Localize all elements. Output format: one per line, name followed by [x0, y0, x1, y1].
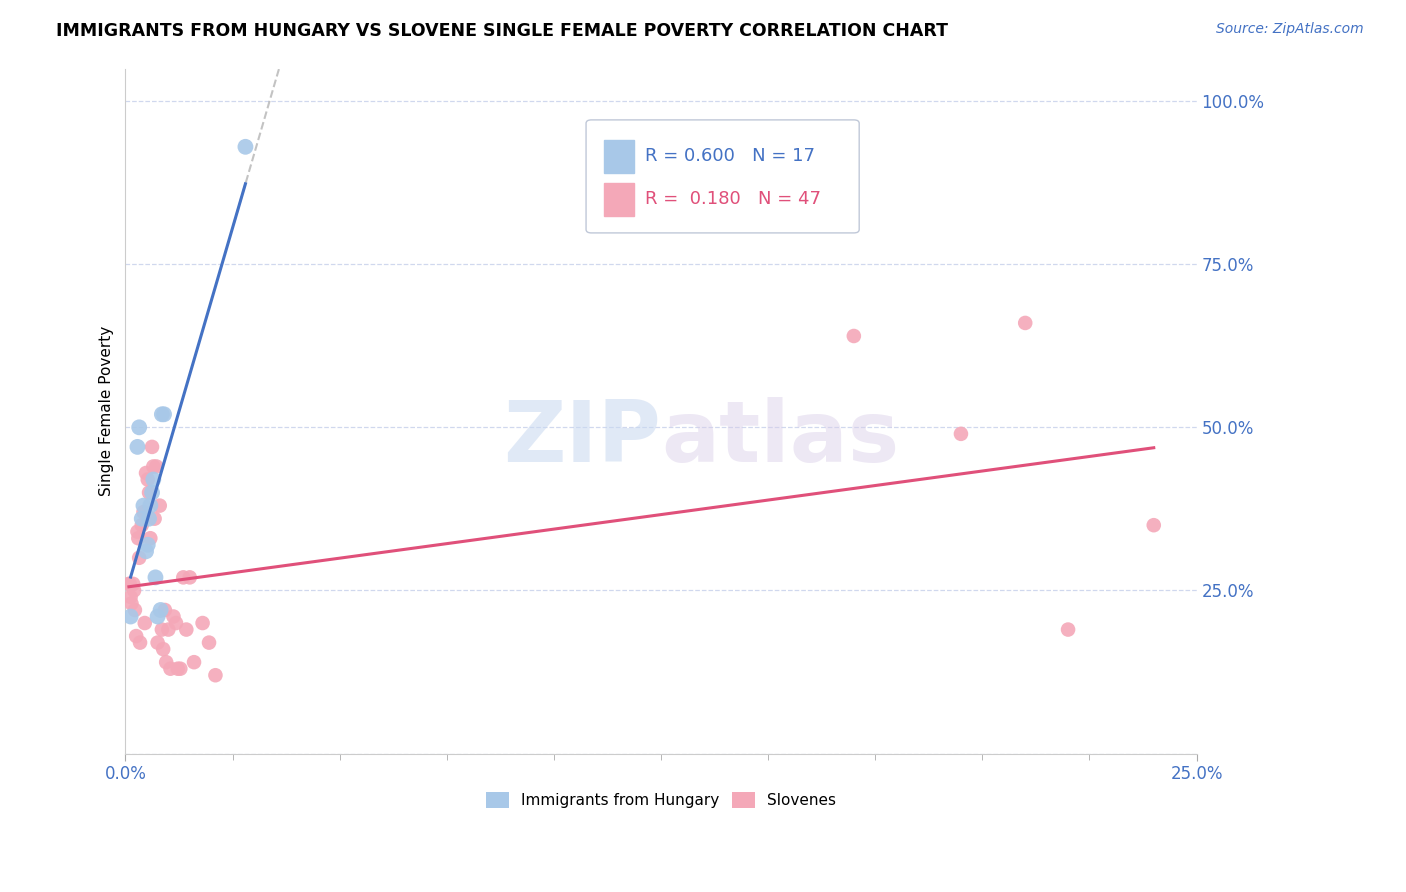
Point	[143, 511, 166, 525]
Point	[135, 466, 157, 480]
Point	[136, 473, 159, 487]
Point	[131, 511, 153, 525]
Point	[191, 615, 214, 630]
Point	[146, 635, 169, 649]
Point	[159, 662, 181, 676]
Point	[138, 485, 160, 500]
Point	[179, 570, 201, 584]
Y-axis label: Single Female Poverty: Single Female Poverty	[100, 326, 114, 496]
Point	[176, 623, 198, 637]
Point	[127, 524, 149, 539]
Point	[204, 668, 226, 682]
Point	[129, 635, 152, 649]
Point	[131, 518, 153, 533]
Point	[122, 577, 145, 591]
Point	[122, 583, 145, 598]
Point	[132, 505, 155, 519]
Point	[152, 642, 174, 657]
Point	[120, 590, 142, 604]
Point	[149, 499, 172, 513]
Point	[162, 609, 184, 624]
Point	[183, 655, 205, 669]
Legend: Immigrants from Hungary, Slovenes: Immigrants from Hungary, Slovenes	[479, 786, 842, 814]
Point	[120, 609, 142, 624]
Point	[118, 577, 141, 591]
Point	[132, 499, 155, 513]
Point	[139, 531, 162, 545]
Bar	[605, 183, 634, 216]
Point	[146, 609, 169, 624]
FancyBboxPatch shape	[586, 120, 859, 233]
Point	[169, 662, 191, 676]
Point	[153, 603, 176, 617]
Point	[141, 485, 163, 500]
Bar	[605, 140, 634, 173]
Text: Source: ZipAtlas.com: Source: ZipAtlas.com	[1216, 22, 1364, 37]
Point	[125, 629, 148, 643]
Point	[121, 597, 143, 611]
Point	[142, 473, 165, 487]
Point	[165, 615, 187, 630]
Text: ZIP: ZIP	[503, 397, 661, 480]
Point	[135, 544, 157, 558]
Point	[134, 615, 156, 630]
Point	[198, 635, 221, 649]
Point	[157, 623, 180, 637]
Point	[128, 550, 150, 565]
Point	[118, 577, 141, 591]
Point	[145, 459, 167, 474]
Text: IMMIGRANTS FROM HUNGARY VS SLOVENE SINGLE FEMALE POVERTY CORRELATION CHART: IMMIGRANTS FROM HUNGARY VS SLOVENE SINGL…	[56, 22, 948, 40]
Point	[128, 420, 150, 434]
Point	[139, 499, 162, 513]
Point	[235, 140, 257, 154]
Point	[166, 662, 188, 676]
Point	[127, 531, 149, 545]
Point	[1143, 518, 1166, 533]
Point	[150, 623, 173, 637]
Text: R = 0.600   N = 17: R = 0.600 N = 17	[645, 147, 815, 165]
Point	[949, 426, 972, 441]
Point	[124, 603, 146, 617]
Point	[842, 329, 865, 343]
Point	[1014, 316, 1036, 330]
Point	[141, 440, 163, 454]
Point	[145, 570, 167, 584]
Point	[149, 603, 172, 617]
Text: atlas: atlas	[661, 397, 900, 480]
Point	[142, 459, 165, 474]
Text: R =  0.180   N = 47: R = 0.180 N = 47	[645, 190, 821, 209]
Point	[136, 538, 159, 552]
Point	[153, 407, 176, 421]
Point	[172, 570, 194, 584]
Point	[1057, 623, 1080, 637]
Point	[150, 407, 173, 421]
Point	[127, 440, 149, 454]
Point	[155, 655, 177, 669]
Point	[138, 511, 160, 525]
